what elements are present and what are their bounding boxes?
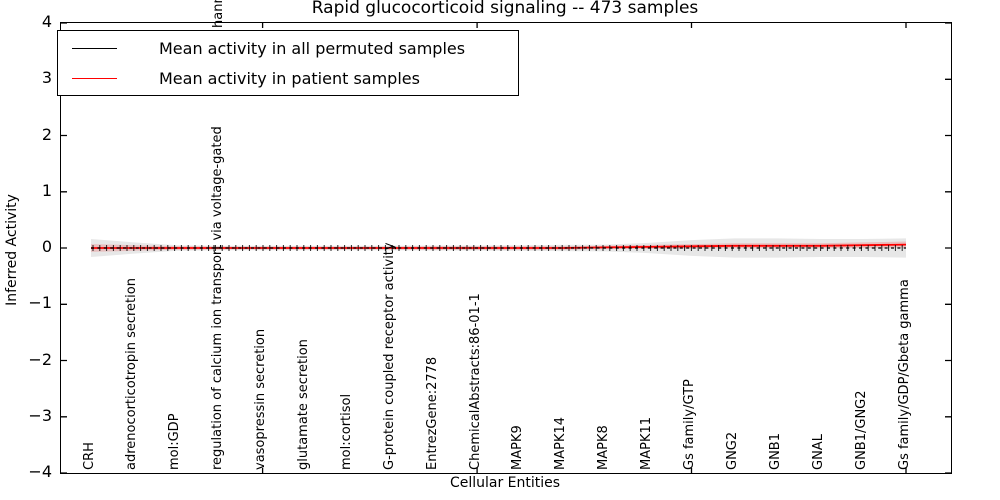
x-category-label: MAPK9 — [510, 425, 526, 470]
x-category-label: Gs family/GDP/Gbeta gamma — [896, 279, 912, 470]
x-category-label: GNG2 — [724, 431, 740, 470]
clipped-category-label-fragment: hann — [211, 0, 226, 28]
x-category-label: GNB1/GNG2 — [853, 390, 869, 470]
y-tick-label: −4 — [28, 462, 52, 481]
legend-label-patient: Mean activity in patient samples — [159, 68, 420, 88]
x-category-label: CRH — [81, 442, 97, 470]
x-category-label: MAPK14 — [553, 416, 569, 470]
legend: Mean activity in all permuted samples Me… — [57, 30, 519, 96]
x-axis-label: Cellular Entities — [449, 475, 561, 491]
y-tick-label: 3 — [41, 68, 52, 88]
legend-label-permuted: Mean activity in all permuted samples — [159, 38, 466, 58]
permuted-line-sample — [72, 47, 117, 49]
x-category-label: G-protein coupled receptor activity — [381, 242, 397, 470]
y-tick-label: −2 — [28, 349, 52, 369]
y-tick-label: 4 — [41, 12, 52, 31]
x-category-label: adrenocorticotropin secretion — [124, 278, 140, 470]
patient-line-sample — [72, 77, 117, 79]
y-tick-label: 1 — [41, 180, 52, 200]
sample-tick-caps — [92, 245, 903, 251]
x-category-label: vasopressin secretion — [253, 328, 269, 470]
x-category-label: mol:cortisol — [338, 393, 354, 470]
y-tick-label: −1 — [28, 293, 52, 313]
x-category-label: glutamate secretion — [295, 339, 311, 470]
y-tick-label: 0 — [41, 237, 52, 256]
x-category-label: MAPK8 — [596, 425, 612, 470]
x-category-label: GNAL — [810, 434, 826, 470]
x-category-label: mol:GDP — [167, 413, 183, 470]
y-tick-label: −3 — [28, 405, 52, 425]
x-category-label: GNB1 — [767, 433, 783, 470]
y-tick-label: 2 — [41, 124, 52, 144]
x-category-label: EntrezGene:2778 — [424, 356, 440, 470]
patient-confidence-band — [91, 241, 906, 252]
plot-area — [60, 22, 952, 474]
legend-item-patient: Mean activity in patient samples — [58, 62, 518, 94]
chart-title: Rapid glucocorticoid signaling -- 473 sa… — [311, 0, 699, 18]
legend-item-permuted: Mean activity in all permuted samples — [58, 32, 518, 64]
x-category-label: Gs family/GTP — [682, 379, 698, 470]
x-category-label: MAPK11 — [639, 416, 655, 470]
x-category-label: ChemicalAbstracts:86-01-1 — [467, 293, 483, 470]
x-category-label: regulation of calcium ion transport via … — [210, 126, 226, 470]
